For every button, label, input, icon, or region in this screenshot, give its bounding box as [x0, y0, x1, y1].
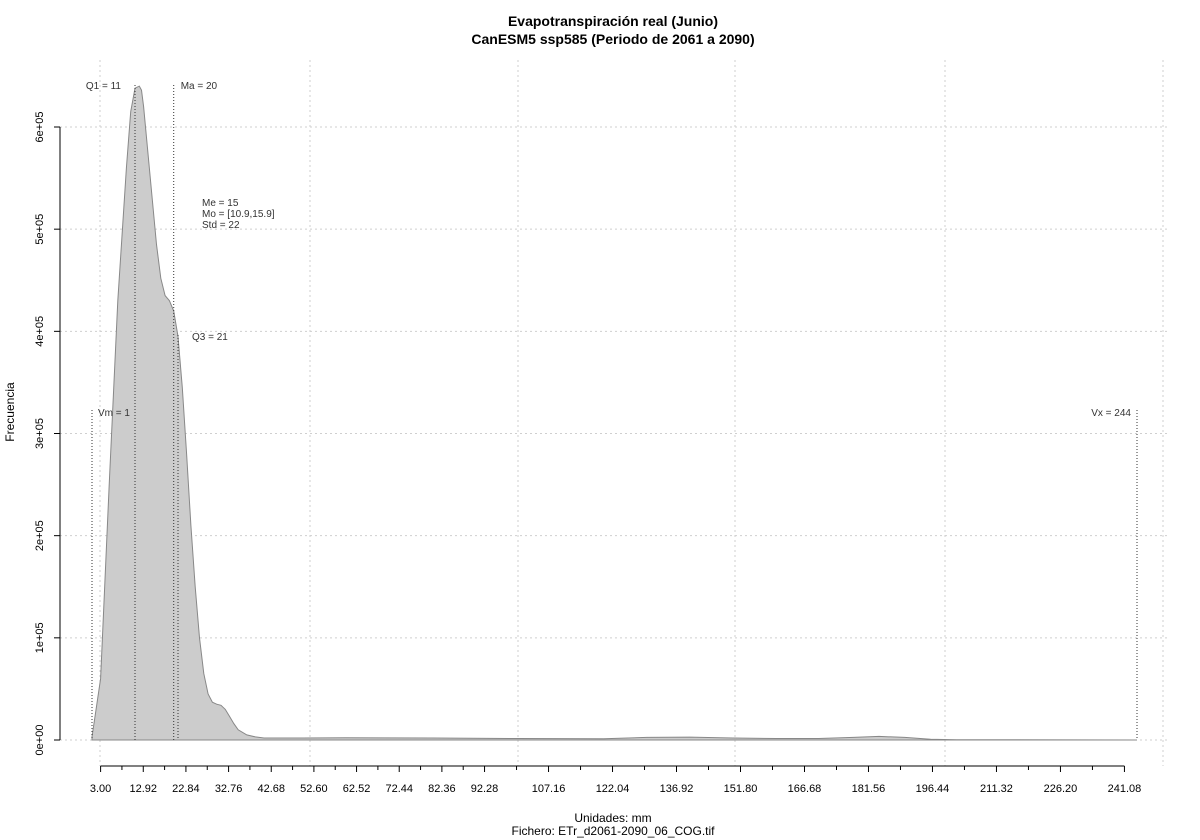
x-tick-label: 22.84	[172, 783, 200, 795]
x-tick-label: 136.92	[660, 783, 694, 795]
x-tick-label: 42.68	[257, 783, 285, 795]
x-axis-label: Unidades: mm	[574, 811, 651, 825]
density-area	[91, 85, 1138, 741]
density-area-group	[91, 85, 1138, 741]
x-tick-label: 226.20	[1044, 783, 1078, 795]
y-tick-label: 2e+05	[34, 520, 46, 551]
x-tick-label: 181.56	[852, 783, 886, 795]
reference-lines	[91, 85, 1138, 740]
stats-label: Me = 15	[202, 198, 239, 209]
x-tick-label: 62.52	[343, 783, 371, 795]
x-tick-label: 241.08	[1108, 783, 1142, 795]
y-tick-label: 1e+05	[34, 622, 46, 653]
grid	[60, 60, 1170, 766]
chart-title: Evapotranspiración real (Junio)	[508, 13, 718, 29]
x-tick-label: 52.60	[300, 783, 328, 795]
chart-subtitle: CanESM5 ssp585 (Periodo de 2061 a 2090)	[471, 31, 754, 47]
file-caption: Fichero: ETr_d2061-2090_06_COG.tif	[512, 824, 716, 838]
x-tick-label: 12.92	[129, 783, 157, 795]
stats-label: Mo = [10.9,15.9]	[202, 209, 275, 220]
x-tick-label: 72.44	[385, 783, 413, 795]
x-tick-label: 211.32	[980, 783, 1013, 795]
y-tick-label: 3e+05	[34, 418, 46, 449]
x-tick-label: 107.16	[532, 783, 566, 795]
x-tick-label: 3.00	[90, 783, 111, 795]
x-tick-label: 196.44	[916, 783, 950, 795]
ma-label: Ma = 20	[181, 81, 218, 92]
x-tick-label: 166.68	[788, 783, 822, 795]
x-tick-label: 151.80	[724, 783, 758, 795]
x-tick-label: 92.28	[471, 783, 499, 795]
vm-label: Vm = 1	[98, 408, 130, 419]
y-axis-label: Frecuencia	[3, 382, 17, 442]
x-tick-label: 32.76	[215, 783, 243, 795]
stats-label: Std = 22	[202, 220, 240, 231]
y-tick-label: 4e+05	[34, 316, 46, 347]
x-tick-label: 122.04	[596, 783, 630, 795]
q3-label: Q3 = 21	[192, 332, 228, 343]
y-tick-label: 6e+05	[34, 112, 46, 143]
axes: 0e+00 1e+05 2e+05 3e+05 4e+05 5e+05 6e+05 3.00 1…	[34, 112, 1141, 795]
q1-label: Q1 = 11	[86, 81, 122, 92]
vx-label: Vx = 244	[1091, 408, 1131, 419]
x-tick-label: 82.36	[428, 783, 456, 795]
y-tick-label: 0e+00	[34, 725, 46, 756]
y-tick-label: 5e+05	[34, 214, 46, 245]
annotations: Q1 = 11 Ma = 20 Q3 = 21 Vm = 1 Vx = 244 Me = …	[86, 81, 1132, 419]
